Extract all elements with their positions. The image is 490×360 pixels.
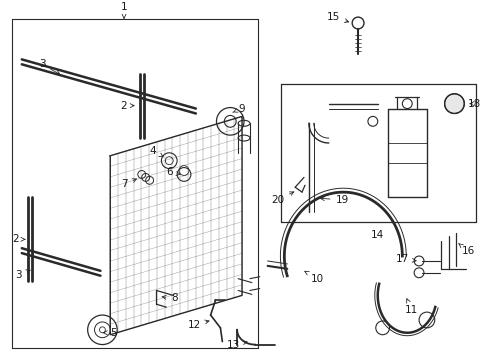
- Text: 10: 10: [305, 271, 324, 284]
- Text: 13: 13: [227, 339, 247, 350]
- Text: 18: 18: [468, 99, 482, 109]
- Circle shape: [444, 94, 465, 113]
- Text: 15: 15: [327, 12, 349, 23]
- Text: 2: 2: [12, 234, 25, 244]
- Text: 6: 6: [167, 167, 180, 177]
- Text: 16: 16: [459, 243, 475, 256]
- Text: 1: 1: [121, 2, 127, 18]
- Text: 17: 17: [396, 254, 416, 264]
- Text: 11: 11: [405, 299, 418, 315]
- Text: 3: 3: [15, 270, 30, 280]
- Text: 2: 2: [121, 100, 134, 111]
- Text: 5: 5: [103, 328, 117, 338]
- Text: 8: 8: [162, 293, 178, 303]
- Text: 20: 20: [271, 192, 294, 205]
- Text: 3: 3: [39, 59, 60, 74]
- Text: 7: 7: [122, 179, 136, 189]
- Text: 19: 19: [320, 195, 349, 205]
- Text: 9: 9: [233, 104, 245, 113]
- Text: 4: 4: [150, 146, 163, 157]
- Text: 12: 12: [188, 320, 209, 330]
- Text: 14: 14: [371, 230, 384, 239]
